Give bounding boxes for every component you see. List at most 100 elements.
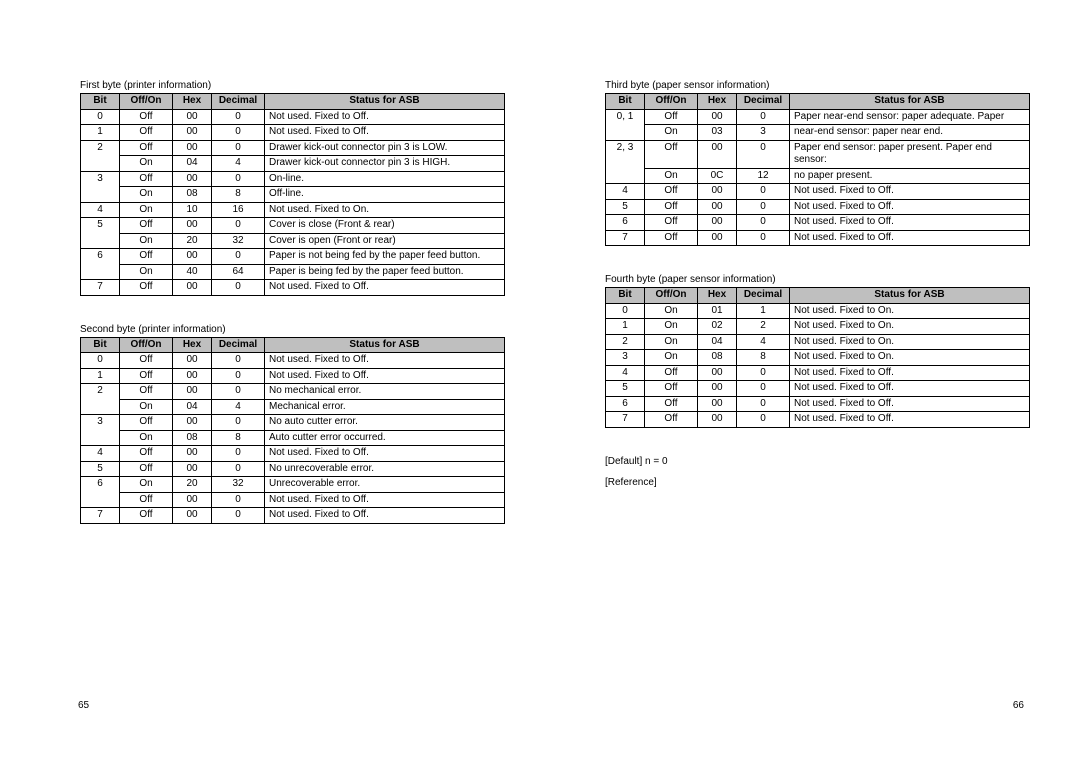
page-number-right: 66 <box>1013 700 1024 711</box>
table-row: 3On088Not used. Fixed to On. <box>606 350 1030 366</box>
cell-bit: 0 <box>606 303 645 319</box>
cell-bit: 5 <box>81 461 120 477</box>
table-header: Bit <box>606 94 645 110</box>
cell-status: Not used. Fixed to Off. <box>790 396 1030 412</box>
cell-hex: 0C <box>698 168 737 184</box>
table-row: 4Off000Not used. Fixed to Off. <box>81 446 505 462</box>
cell-hex: 10 <box>173 202 212 218</box>
cell-bit: 3 <box>81 171 120 202</box>
cell-hex: 04 <box>698 334 737 350</box>
table1-caption: First byte (printer information) <box>80 80 505 91</box>
cell-hex: 00 <box>173 125 212 141</box>
cell-offon: Off <box>120 415 173 431</box>
cell-status: Not used. Fixed to Off. <box>265 353 505 369</box>
cell-status: Not used. Fixed to Off. <box>790 215 1030 231</box>
table-row: 1Off000Not used. Fixed to Off. <box>81 125 505 141</box>
table-header: Hex <box>173 337 212 353</box>
table-row: On0C12no paper present. <box>606 168 1030 184</box>
cell-status: Not used. Fixed to Off. <box>790 199 1030 215</box>
cell-bit: 0, 1 <box>606 109 645 140</box>
table-row: 5Off000Cover is close (Front & rear) <box>81 218 505 234</box>
cell-status: Paper end sensor: paper present. Paper e… <box>790 140 1030 168</box>
cell-bit: 1 <box>606 319 645 335</box>
cell-offon: Off <box>645 412 698 428</box>
cell-hex: 00 <box>698 199 737 215</box>
cell-offon: Off <box>645 230 698 246</box>
cell-hex: 00 <box>173 368 212 384</box>
cell-offon: On <box>120 233 173 249</box>
page-wrap: First byte (printer information) BitOff/… <box>0 0 1080 552</box>
cell-offon: Off <box>645 140 698 168</box>
cell-offon: On <box>645 350 698 366</box>
table-row: 7Off000Not used. Fixed to Off. <box>81 280 505 296</box>
table-header: Status for ASB <box>790 288 1030 304</box>
cell-hex: 00 <box>698 412 737 428</box>
table-header: Hex <box>173 94 212 110</box>
cell-decimal: 1 <box>737 303 790 319</box>
cell-decimal: 64 <box>212 264 265 280</box>
cell-hex: 08 <box>173 430 212 446</box>
cell-bit: 0 <box>81 109 120 125</box>
table-row: 7Off000Not used. Fixed to Off. <box>606 412 1030 428</box>
cell-status: Not used. Fixed to On. <box>790 319 1030 335</box>
cell-decimal: 0 <box>212 280 265 296</box>
table-header: Status for ASB <box>265 94 505 110</box>
cell-decimal: 0 <box>212 446 265 462</box>
table-row: 7Off000Not used. Fixed to Off. <box>606 230 1030 246</box>
cell-offon: Off <box>120 508 173 524</box>
cell-offon: Off <box>645 365 698 381</box>
cell-offon: Off <box>645 396 698 412</box>
table-row: 5Off000No unrecoverable error. <box>81 461 505 477</box>
cell-offon: On <box>120 202 173 218</box>
cell-status: Not used. Fixed to On. <box>265 202 505 218</box>
table2-caption: Second byte (printer information) <box>80 324 505 335</box>
cell-status: Paper is being fed by the paper feed but… <box>265 264 505 280</box>
cell-offon: On <box>120 399 173 415</box>
cell-offon: Off <box>120 492 173 508</box>
cell-hex: 08 <box>173 187 212 203</box>
cell-offon: Off <box>120 461 173 477</box>
table-row: 7Off000Not used. Fixed to Off. <box>81 508 505 524</box>
table-row: 3Off000No auto cutter error. <box>81 415 505 431</box>
table-header: Bit <box>81 94 120 110</box>
cell-bit: 2, 3 <box>606 140 645 184</box>
cell-hex: 00 <box>173 280 212 296</box>
cell-hex: 00 <box>698 365 737 381</box>
cell-offon: Off <box>645 109 698 125</box>
right-column: Third byte (paper sensor information) Bi… <box>605 80 1030 552</box>
cell-status: Auto cutter error occurred. <box>265 430 505 446</box>
cell-hex: 00 <box>173 353 212 369</box>
table-header: Status for ASB <box>790 94 1030 110</box>
table-row: 0, 1Off000Paper near-end sensor: paper a… <box>606 109 1030 125</box>
cell-decimal: 0 <box>212 218 265 234</box>
cell-decimal: 0 <box>212 171 265 187</box>
cell-decimal: 0 <box>212 249 265 265</box>
cell-status: Not used. Fixed to On. <box>790 350 1030 366</box>
cell-status: Cover is open (Front or rear) <box>265 233 505 249</box>
cell-offon: Off <box>120 368 173 384</box>
cell-bit: 2 <box>81 140 120 171</box>
cell-decimal: 8 <box>212 187 265 203</box>
table-row: 4On1016Not used. Fixed to On. <box>81 202 505 218</box>
cell-hex: 00 <box>698 109 737 125</box>
cell-status: Not used. Fixed to Off. <box>790 184 1030 200</box>
cell-bit: 2 <box>606 334 645 350</box>
table-second-byte: BitOff/OnHexDecimalStatus for ASB0Off000… <box>80 337 505 524</box>
table-row: On033near-end sensor: paper near end. <box>606 125 1030 141</box>
cell-bit: 7 <box>606 230 645 246</box>
table-row: 4Off000Not used. Fixed to Off. <box>606 365 1030 381</box>
cell-bit: 6 <box>81 249 120 280</box>
table-header: Decimal <box>212 337 265 353</box>
cell-decimal: 0 <box>212 353 265 369</box>
cell-offon: On <box>645 168 698 184</box>
table-header: Hex <box>698 288 737 304</box>
table-row: 2On044Not used. Fixed to On. <box>606 334 1030 350</box>
table-row: 6Off000Not used. Fixed to Off. <box>606 215 1030 231</box>
cell-decimal: 8 <box>737 350 790 366</box>
table-row: 0Off000Not used. Fixed to Off. <box>81 109 505 125</box>
cell-offon: On <box>645 319 698 335</box>
cell-bit: 7 <box>81 280 120 296</box>
cell-status: Not used. Fixed to Off. <box>265 446 505 462</box>
cell-decimal: 4 <box>212 399 265 415</box>
cell-decimal: 0 <box>212 109 265 125</box>
